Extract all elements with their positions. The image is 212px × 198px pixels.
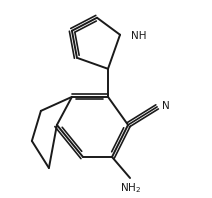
- Text: NH: NH: [131, 31, 146, 41]
- Text: NH$_2$: NH$_2$: [120, 181, 142, 195]
- Text: N: N: [162, 101, 170, 111]
